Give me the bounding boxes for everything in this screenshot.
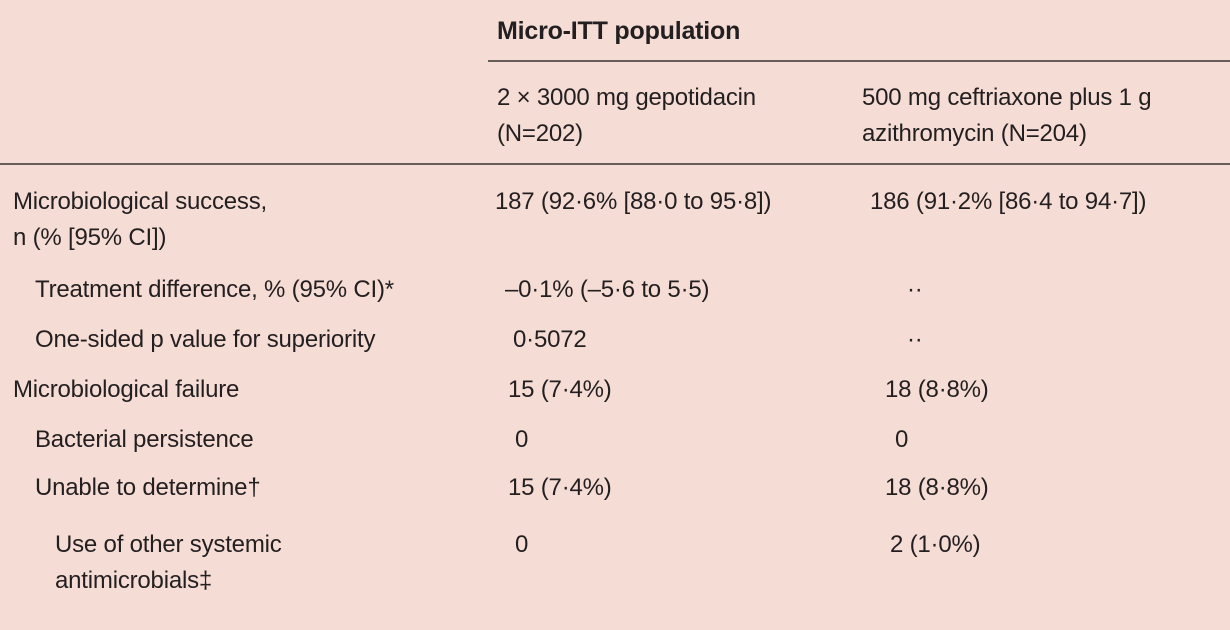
row-label: Use of other systemic antimicrobials‡ [55, 531, 282, 594]
row-label: Unable to determine† [35, 474, 261, 501]
table-row: Unable to determine† 15 (7·4%) 18 (8·8%) [0, 458, 1230, 506]
row-label: Treatment difference, % (95% CI)* [35, 276, 394, 303]
row-label: Bacterial persistence [35, 426, 254, 453]
column-header-gepotidacin: 2 × 3000 mg gepotidacin (N=202) [488, 61, 862, 165]
value-cell: ·· [907, 276, 923, 303]
row-label: Microbiological success, n (% [95% CI]) [13, 188, 267, 251]
column-header-line: 2 × 3000 mg gepotidacin [497, 84, 756, 111]
value-cell: ·· [907, 326, 923, 353]
group-header: Micro-ITT population [488, 0, 1230, 62]
value-cell: 15 (7·4%) [508, 474, 612, 501]
value-cell: 2 (1·0%) [890, 531, 981, 558]
value-cell: 0 [515, 426, 529, 453]
value-cell: 0 [895, 426, 909, 453]
table-row: Microbiological success, n (% [95% CI]) 1… [0, 164, 1230, 256]
empty-cell [0, 61, 488, 165]
group-header-row: Micro-ITT population [0, 0, 1230, 62]
value-cell: 187 (92·6% [88·0 to 95·8]) [495, 188, 772, 215]
table-row: Use of other systemic antimicrobials‡ 0 2… [0, 506, 1230, 599]
table-row: Treatment difference, % (95% CI)* –0·1% … [0, 256, 1230, 308]
value-cell: 18 (8·8%) [885, 376, 989, 403]
column-header-line: 500 mg ceftriaxone plus 1 g [862, 84, 1152, 111]
column-header-line: azithromycin (N=204) [862, 120, 1087, 147]
row-label: One-sided p value for superiority [35, 326, 376, 353]
empty-cell [0, 0, 488, 61]
column-header-line: (N=202) [497, 120, 583, 147]
column-header-ceftriaxone: 500 mg ceftriaxone plus 1 g azithromycin… [862, 61, 1230, 165]
table-row: Bacterial persistence 0 0 [0, 408, 1230, 458]
table-row: One-sided p value for superiority 0·5072… [0, 308, 1230, 358]
row-label: Microbiological failure [13, 376, 240, 403]
value-cell: 186 (91·2% [86·4 to 94·7]) [870, 188, 1147, 215]
value-cell: 18 (8·8%) [885, 474, 989, 501]
column-header-row: 2 × 3000 mg gepotidacin (N=202) 500 mg c… [0, 61, 1230, 165]
value-cell: 0 [515, 531, 529, 558]
value-cell: –0·1% (–5·6 to 5·5) [505, 276, 710, 303]
value-cell: 0·5072 [513, 326, 587, 353]
value-cell: 15 (7·4%) [508, 376, 612, 403]
results-table: Micro-ITT population 2 × 3000 mg gepotid… [0, 0, 1230, 599]
table-row: Microbiological failure 15 (7·4%) 18 (8·… [0, 358, 1230, 408]
